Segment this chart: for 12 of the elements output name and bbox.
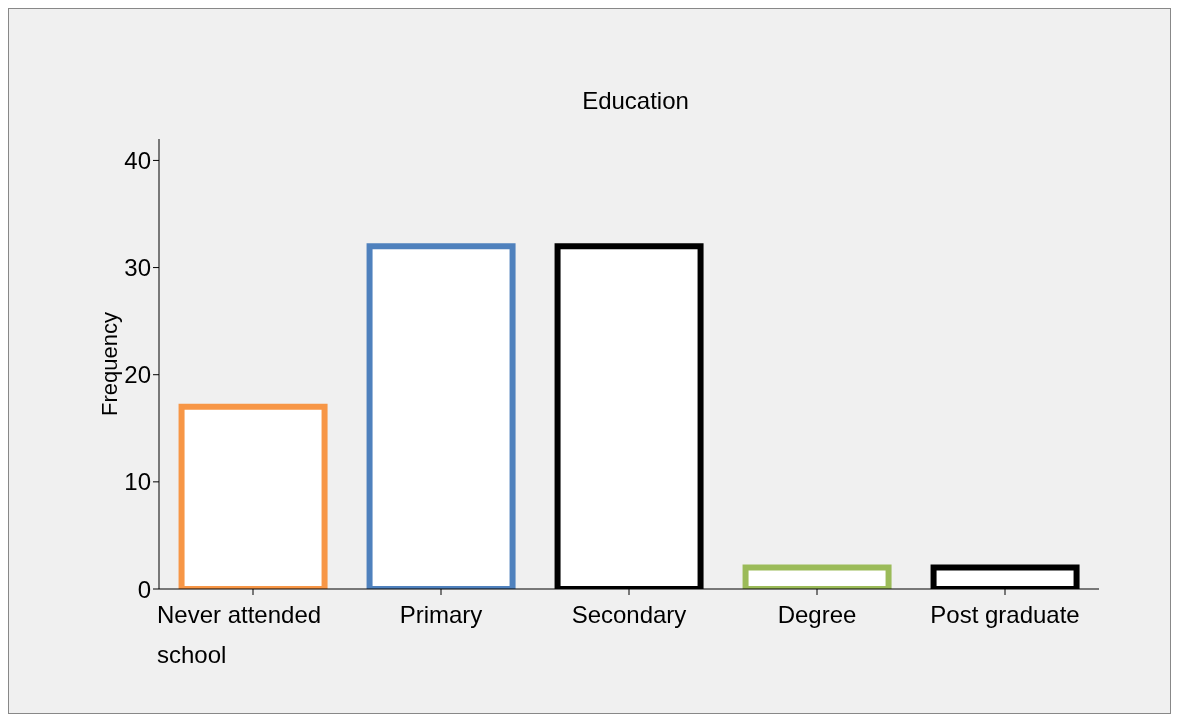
chart-title: Education xyxy=(581,87,690,115)
y-tick-label: 30 xyxy=(124,254,151,282)
x-tick-label: Never attended school xyxy=(157,601,322,668)
x-tick-label: Primary xyxy=(399,601,483,628)
x-tick-label: Degree xyxy=(777,601,857,628)
x-tick-label: Secondary xyxy=(571,601,687,628)
y-tick-label: 0 xyxy=(137,575,151,603)
y-axis-title: Frequency xyxy=(96,312,122,416)
y-tick-label: 20 xyxy=(124,361,151,389)
y-tick-label: 10 xyxy=(124,468,151,496)
x-tick-label: Post graduate xyxy=(930,601,1080,628)
y-tick-label: 40 xyxy=(124,146,151,174)
